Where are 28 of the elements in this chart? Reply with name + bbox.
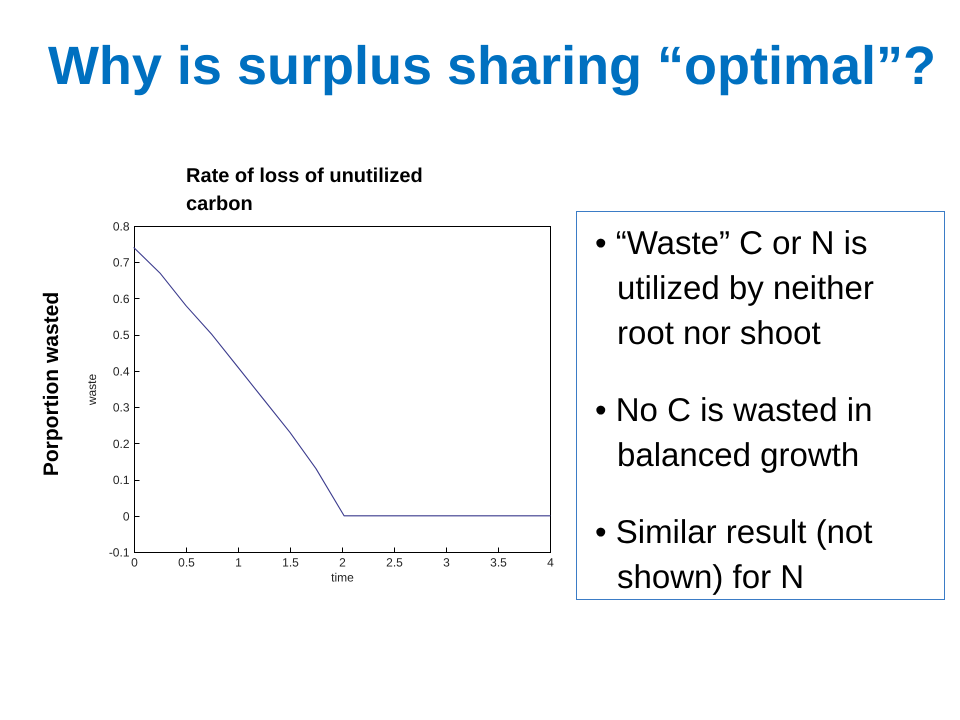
y-tick-label: 0.1 — [112, 473, 130, 488]
y-tick-label: 0.3 — [112, 400, 130, 415]
text: • No C is wasted in balanced growth — [595, 390, 874, 475]
x-tick-label: 3 — [443, 556, 450, 570]
x-tick-label: 1 — [235, 556, 242, 570]
y-tick-label: 0 — [122, 509, 130, 524]
y-tick-label: 0.4 — [112, 364, 130, 378]
x-tick-label: 3.5 — [490, 556, 508, 570]
chart-subtitle: Rate of loss of unutilized carbon — [186, 164, 424, 217]
y-tick-label: 0.8 — [112, 220, 130, 234]
x-tick-label: 2.5 — [386, 556, 404, 570]
text: Porportion wasted — [40, 292, 64, 476]
x-tick-label: 2 — [339, 556, 346, 570]
chart-title: Why is surplus sharing “optimal”? — [46, 35, 938, 98]
y-tick-label: 0.6 — [112, 292, 130, 306]
x-axis-title: time — [331, 570, 354, 584]
y-tick-label: 0.2 — [112, 436, 130, 451]
y-tick-label: -0.1 — [108, 546, 130, 560]
x-tick-label: 0 — [131, 556, 138, 570]
text: • Similar result (not shown) for N — [595, 512, 874, 597]
y-tick-label: 0.5 — [112, 328, 130, 342]
x-tick-label: 0.5 — [178, 556, 196, 570]
text: • “Waste” C or N is utilized by neither root nor shoot — [595, 223, 875, 353]
x-tick-label: 1.5 — [282, 556, 300, 570]
line-series — [133, 247, 551, 516]
y-tick-label: 0.7 — [112, 256, 130, 270]
y-axis-title: waste — [84, 374, 99, 406]
x-tick-label: 4 — [547, 556, 554, 570]
